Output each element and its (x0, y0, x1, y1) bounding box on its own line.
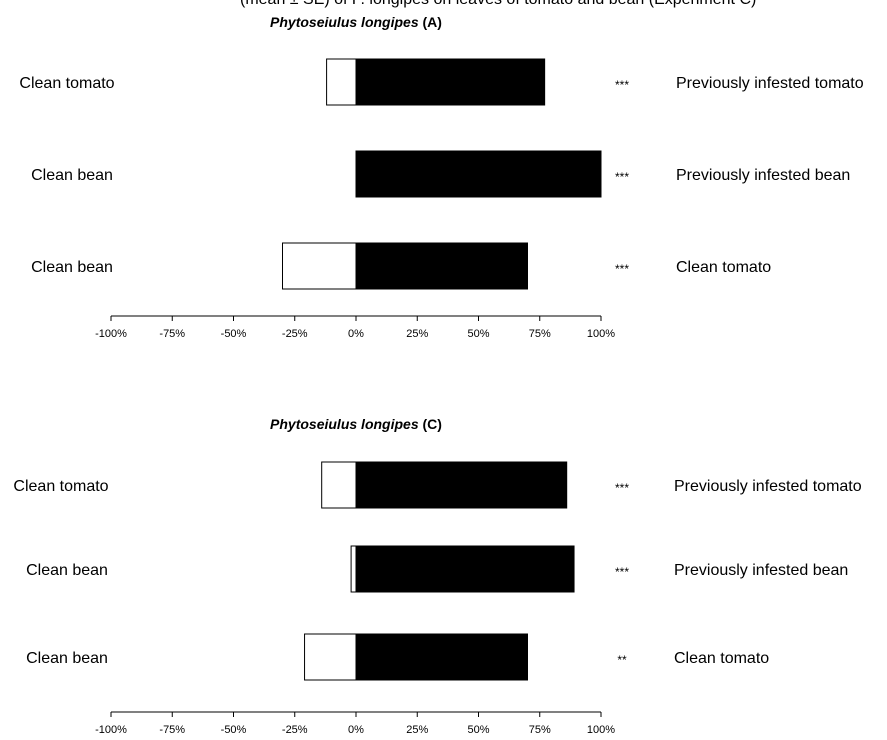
x-tick-label: 50% (467, 724, 489, 736)
bar-left (282, 242, 357, 290)
bar-left (326, 58, 357, 106)
row-label-right: Clean tomato (676, 259, 771, 276)
panel-title-suffix: (A) (419, 14, 442, 30)
row-label-left: Clean bean (31, 259, 113, 276)
bar-left (321, 461, 357, 509)
x-tick-label: 75% (529, 724, 551, 736)
row-label-left: Clean tomato (19, 75, 114, 92)
x-tick-label: 0% (348, 724, 364, 736)
bar-right (355, 633, 528, 681)
x-tick-label: -50% (221, 328, 247, 340)
row-label-right: Clean tomato (674, 650, 769, 667)
bar-right (355, 461, 568, 509)
bar-right (355, 545, 575, 593)
row-label-left: Clean bean (26, 650, 108, 667)
x-tick-label: 100% (587, 724, 615, 736)
significance-label: *** (615, 170, 629, 184)
panel-a: Phytoseiulus longipes (A) Clean tomato Pre… (19, 14, 863, 340)
row-label-right: Previously infested tomato (674, 478, 862, 495)
significance-label: ** (617, 653, 627, 667)
panel-title: Phytoseiulus longipes (A) (270, 14, 442, 30)
x-tick-label: -100% (95, 724, 127, 736)
row-label-right: Previously infested tomato (676, 75, 864, 92)
x-tick-label: -100% (95, 328, 127, 340)
bar-right (355, 242, 528, 290)
row-label-left: Clean bean (31, 167, 113, 184)
x-tick-label: 25% (406, 328, 428, 340)
x-tick-label: 50% (467, 328, 489, 340)
panel-title: Phytoseiulus longipes (C) (270, 416, 442, 432)
row-label-right: Previously infested bean (674, 562, 848, 579)
x-tick-label: 100% (587, 328, 615, 340)
x-tick-label: -75% (159, 328, 185, 340)
significance-label: *** (615, 262, 629, 276)
row-label-left: Clean bean (26, 562, 108, 579)
bar-right (355, 58, 546, 106)
x-tick-label: 75% (529, 328, 551, 340)
x-tick-label: -50% (221, 724, 247, 736)
x-tick-label: 0% (348, 328, 364, 340)
significance-label: *** (615, 78, 629, 92)
panel-title-suffix: (C) (419, 416, 442, 432)
bar-left (304, 633, 357, 681)
x-tick-label: -25% (282, 724, 308, 736)
row-label-right: Previously infested bean (676, 167, 850, 184)
panel-title-species: Phytoseiulus longipes (270, 416, 419, 432)
x-tick-label: -75% (159, 724, 185, 736)
panel-c: Phytoseiulus longipes (C) Clean tomato Pre… (13, 416, 861, 736)
significance-label: *** (615, 481, 629, 495)
bar-right (355, 150, 602, 198)
significance-label: *** (615, 565, 629, 579)
panel-title-species: Phytoseiulus longipes (270, 14, 419, 30)
x-tick-label: -25% (282, 328, 308, 340)
row-label-left: Clean tomato (13, 478, 108, 495)
header-fragment: (mean ± SE) of P. longipes on leaves of … (240, 0, 756, 8)
bar-left (350, 545, 357, 593)
x-tick-label: 25% (406, 724, 428, 736)
